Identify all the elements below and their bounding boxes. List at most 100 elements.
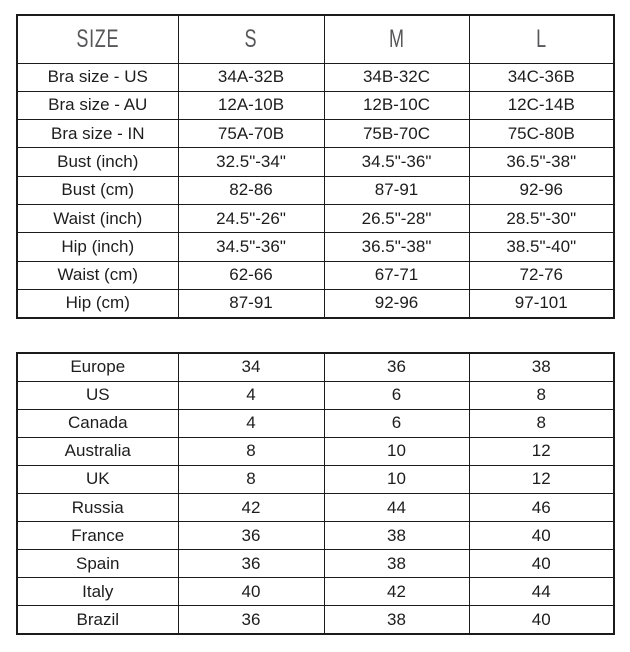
header-cell-m: M — [323, 14, 470, 64]
row-label: Europe — [16, 352, 179, 382]
row-label: Hip (inch) — [16, 232, 179, 262]
row-label: Bra size - IN — [16, 119, 179, 149]
size-measurement-table: SIZE S M L Bra size - US 34A-32B 34B-32C 34… — [16, 14, 615, 319]
value-cell: 46 — [468, 492, 615, 523]
value-cell: 28.5"-30" — [468, 203, 615, 234]
table-row: US 4 6 8 — [16, 380, 615, 410]
table-row: Italy 40 42 44 — [16, 577, 615, 607]
value-cell: 97-101 — [468, 288, 615, 319]
value-cell: 34A-32B — [177, 62, 325, 92]
value-cell: 40 — [468, 521, 615, 551]
value-cell: 92-96 — [323, 288, 470, 319]
value-cell: 38.5"-40" — [468, 232, 615, 262]
value-cell: 4 — [177, 380, 325, 410]
row-label: UK — [16, 464, 179, 494]
value-cell: 42 — [177, 492, 325, 523]
value-cell: 10 — [323, 464, 470, 494]
row-label: Waist (inch) — [16, 203, 179, 234]
row-label: US — [16, 380, 179, 410]
row-label: Brazil — [16, 605, 179, 635]
row-label: Bust (inch) — [16, 147, 179, 177]
value-cell: 38 — [468, 352, 615, 382]
value-cell: 75B-70C — [323, 119, 470, 149]
value-cell: 42 — [323, 577, 470, 607]
value-cell: 8 — [468, 408, 615, 438]
value-cell: 34C-36B — [468, 62, 615, 92]
table-row: Waist (cm) 62-66 67-71 72-76 — [16, 260, 615, 290]
table-row: Bra size - AU 12A-10B 12B-10C 12C-14B — [16, 90, 615, 121]
value-cell: 12 — [468, 464, 615, 494]
value-cell: 75C-80B — [468, 119, 615, 149]
value-cell: 92-96 — [468, 175, 615, 205]
value-cell: 36.5"-38" — [468, 147, 615, 177]
value-cell: 87-91 — [177, 288, 325, 319]
size-m-label: M — [388, 24, 405, 53]
table-row: Canada 4 6 8 — [16, 408, 615, 438]
value-cell: 44 — [323, 492, 470, 523]
table-row: Waist (inch) 24.5"-26" 26.5"-28" 28.5"-30" — [16, 203, 615, 234]
size-s-label: S — [244, 24, 258, 53]
value-cell: 82-86 — [177, 175, 325, 205]
row-label: Canada — [16, 408, 179, 438]
row-label: Australia — [16, 436, 179, 466]
value-cell: 6 — [323, 380, 470, 410]
value-cell: 87-91 — [323, 175, 470, 205]
value-cell: 8 — [468, 380, 615, 410]
value-cell: 36.5"-38" — [323, 232, 470, 262]
row-label: Italy — [16, 577, 179, 607]
row-label: Waist (cm) — [16, 260, 179, 290]
row-label: Russia — [16, 492, 179, 523]
value-cell: 26.5"-28" — [323, 203, 470, 234]
value-cell: 10 — [323, 436, 470, 466]
row-label: Bra size - US — [16, 62, 179, 92]
value-cell: 72-76 — [468, 260, 615, 290]
value-cell: 12A-10B — [177, 90, 325, 121]
table-row: Australia 8 10 12 — [16, 436, 615, 466]
value-cell: 34B-32C — [323, 62, 470, 92]
size-l-label: L — [535, 24, 547, 53]
value-cell: 38 — [323, 549, 470, 579]
table-row: Hip (inch) 34.5"-36" 36.5"-38" 38.5"-40" — [16, 232, 615, 262]
value-cell: 32.5"-34" — [177, 147, 325, 177]
table-row: UK 8 10 12 — [16, 464, 615, 494]
value-cell: 8 — [177, 436, 325, 466]
value-cell: 12C-14B — [468, 90, 615, 121]
size-header-label: SIZE — [76, 24, 120, 53]
value-cell: 36 — [177, 521, 325, 551]
value-cell: 6 — [323, 408, 470, 438]
size-table-body: Bra size - US 34A-32B 34B-32C 34C-36B Bra si… — [16, 62, 615, 319]
value-cell: 34 — [177, 352, 325, 382]
size-table-header-row: SIZE S M L — [16, 14, 615, 64]
value-cell: 34.5"-36" — [323, 147, 470, 177]
table-row: Europe 34 36 38 — [16, 352, 615, 382]
value-cell: 44 — [468, 577, 615, 607]
table-row: Bra size - IN 75A-70B 75B-70C 75C-80B — [16, 119, 615, 149]
value-cell: 40 — [468, 549, 615, 579]
header-cell-s: S — [177, 14, 325, 64]
value-cell: 24.5"-26" — [177, 203, 325, 234]
value-cell: 67-71 — [323, 260, 470, 290]
value-cell: 4 — [177, 408, 325, 438]
country-table-body: Europe 34 36 38 US 4 6 8 Canada 4 6 8 Australia 8 10 12… — [16, 352, 615, 635]
value-cell: 12B-10C — [323, 90, 470, 121]
header-cell-size: SIZE — [16, 14, 179, 64]
header-cell-l: L — [468, 14, 615, 64]
value-cell: 40 — [177, 577, 325, 607]
value-cell: 38 — [323, 605, 470, 635]
table-row: Bra size - US 34A-32B 34B-32C 34C-36B — [16, 62, 615, 92]
row-label: Hip (cm) — [16, 288, 179, 319]
value-cell: 8 — [177, 464, 325, 494]
row-label: Bra size - AU — [16, 90, 179, 121]
table-row: France 36 38 40 — [16, 521, 615, 551]
table-row: Bust (inch) 32.5"-34" 34.5"-36" 36.5"-38" — [16, 147, 615, 177]
value-cell: 75A-70B — [177, 119, 325, 149]
value-cell: 36 — [177, 605, 325, 635]
value-cell: 36 — [177, 549, 325, 579]
table-row: Brazil 36 38 40 — [16, 605, 615, 635]
value-cell: 40 — [468, 605, 615, 635]
value-cell: 34.5"-36" — [177, 232, 325, 262]
value-cell: 12 — [468, 436, 615, 466]
value-cell: 38 — [323, 521, 470, 551]
row-label: Bust (cm) — [16, 175, 179, 205]
